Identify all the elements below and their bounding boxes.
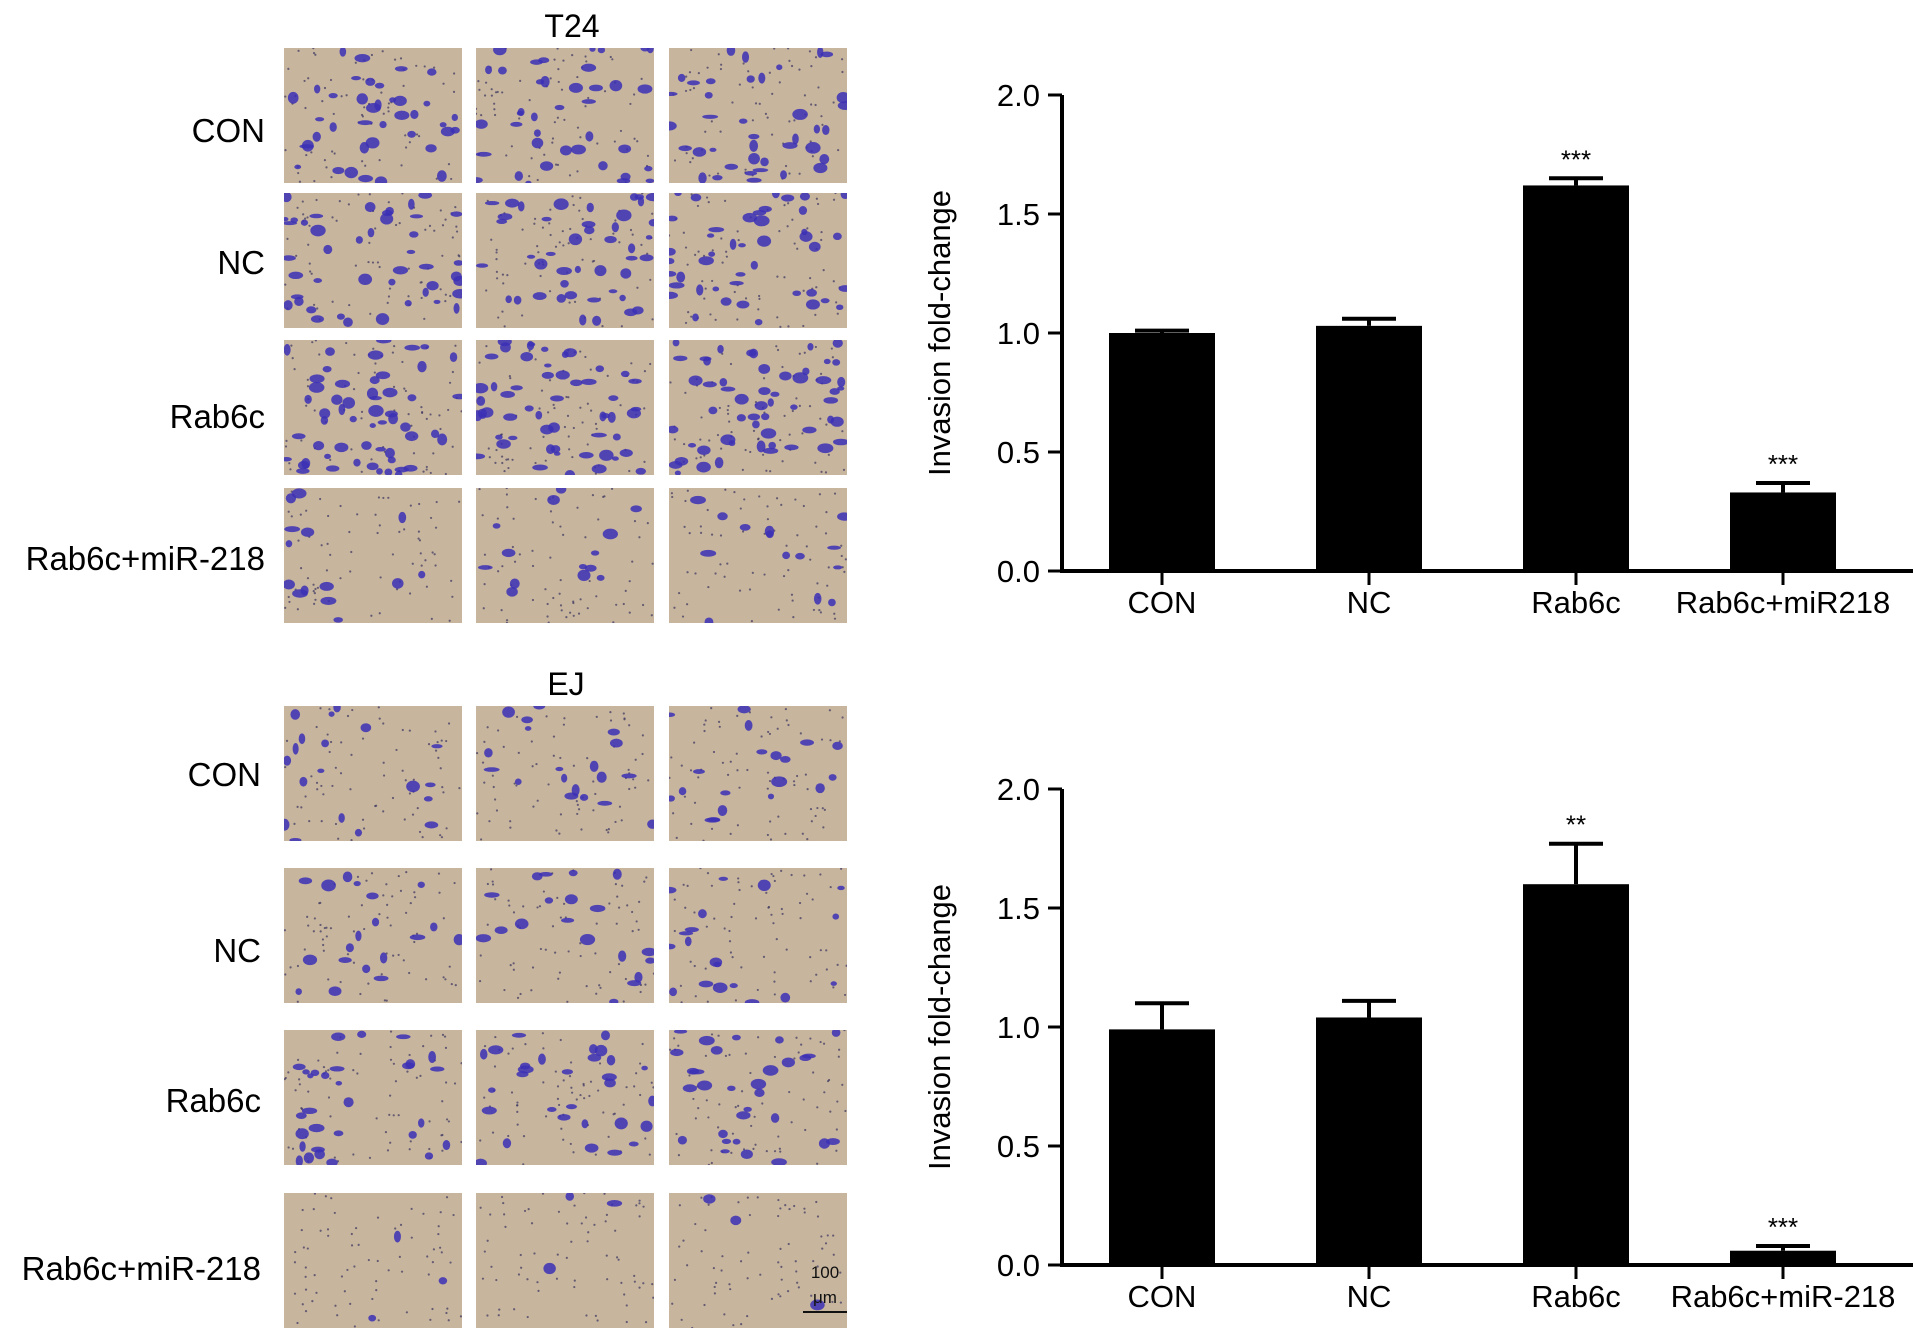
micrograph-ej-3-0 <box>284 1193 462 1328</box>
bar-1 <box>1316 325 1422 571</box>
x-tick-label-0: CON <box>1128 1279 1197 1314</box>
bar-1 <box>1316 1017 1422 1265</box>
bar-0 <box>1109 1029 1215 1265</box>
y-tick-label: 2.0 <box>997 772 1040 807</box>
micrograph-ej-3-2 <box>669 1193 847 1328</box>
micrograph-ej-0-1 <box>476 706 654 841</box>
micrograph-t24-2-0 <box>284 340 462 475</box>
y-tick-label: 0.0 <box>997 1248 1040 1283</box>
row-label-ej-nc: NC <box>213 932 261 969</box>
x-tick-label-2: Rab6c <box>1531 1279 1621 1314</box>
micrograph-t24-2-2 <box>669 340 847 475</box>
micrograph-t24-1-0 <box>284 193 462 328</box>
x-tick-label-1: NC <box>1347 1279 1392 1314</box>
x-tick-label-3: Rab6c+miR-218 <box>1671 1279 1896 1314</box>
y-tick-label: 0.5 <box>997 1129 1040 1164</box>
micrograph-ej-1-1 <box>476 868 654 1003</box>
panel-title-t24: T24 <box>544 8 600 44</box>
panel-title-ej: EJ <box>547 666 585 702</box>
x-tick-label-2: Rab6c <box>1531 585 1621 620</box>
significance-label-2: ** <box>1566 810 1586 840</box>
micrograph-ej-2-1 <box>476 1030 654 1165</box>
row-label-ej-rab6c: Rab6c <box>165 1082 261 1119</box>
micrograph-t24-2-1 <box>476 340 654 475</box>
x-tick-label-1: NC <box>1347 585 1392 620</box>
y-axis-label: Invasion fold-change <box>922 190 957 476</box>
row-label-ej-rab6c-mir218: Rab6c+miR-218 <box>21 1250 261 1287</box>
micrograph-ej-0-2 <box>669 706 847 841</box>
micrograph-t24-0-2 <box>669 48 847 183</box>
y-tick-label: 0.0 <box>997 554 1040 589</box>
y-tick-label: 1.0 <box>997 316 1040 351</box>
micrograph-ej-2-2 <box>669 1030 847 1165</box>
micrograph-ej-2-0 <box>284 1030 462 1165</box>
significance-label-2: *** <box>1561 144 1591 174</box>
micrograph-t24-0-1 <box>476 48 654 183</box>
x-tick-label-0: CON <box>1128 585 1197 620</box>
row-label-t24-nc: NC <box>217 244 265 281</box>
significance-label-3: *** <box>1768 449 1798 479</box>
row-label-t24-rab6c: Rab6c <box>169 398 265 435</box>
bar-0 <box>1109 333 1215 571</box>
bar-2 <box>1523 884 1629 1265</box>
micrograph-ej-1-0 <box>284 868 462 1003</box>
x-tick-label-3: Rab6c+miR218 <box>1676 585 1891 620</box>
significance-label-3: *** <box>1768 1212 1798 1242</box>
micrograph-ej-1-2 <box>669 868 847 1003</box>
micrograph-t24-0-0 <box>284 48 462 183</box>
micrograph-ej-3-1 <box>476 1193 654 1328</box>
row-label-t24-rab6c-mir218: Rab6c+miR-218 <box>25 540 265 577</box>
scale-bar-line <box>803 1311 847 1313</box>
micrograph-t24-1-1 <box>476 193 654 328</box>
y-tick-label: 1.0 <box>997 1010 1040 1045</box>
micrograph-t24-3-1 <box>476 488 654 623</box>
bar-3 <box>1730 1250 1836 1265</box>
bar-2 <box>1523 185 1629 571</box>
bar-3 <box>1730 492 1836 571</box>
y-tick-label: 2.0 <box>997 78 1040 113</box>
micrograph-t24-1-2 <box>669 193 847 328</box>
micrograph-ej-0-0 <box>284 706 462 841</box>
y-axis-label: Invasion fold-change <box>922 884 957 1170</box>
scale-bar-unit: μm <box>813 1288 837 1307</box>
scale-bar-value: 100 <box>810 1263 840 1282</box>
micrograph-t24-3-2 <box>669 488 847 623</box>
row-label-t24-con: CON <box>191 112 265 149</box>
row-label-ej-con: CON <box>187 756 261 793</box>
y-tick-label: 0.5 <box>997 435 1040 470</box>
y-tick-label: 1.5 <box>997 891 1040 926</box>
y-tick-label: 1.5 <box>997 197 1040 232</box>
micrograph-t24-3-0 <box>284 488 462 623</box>
